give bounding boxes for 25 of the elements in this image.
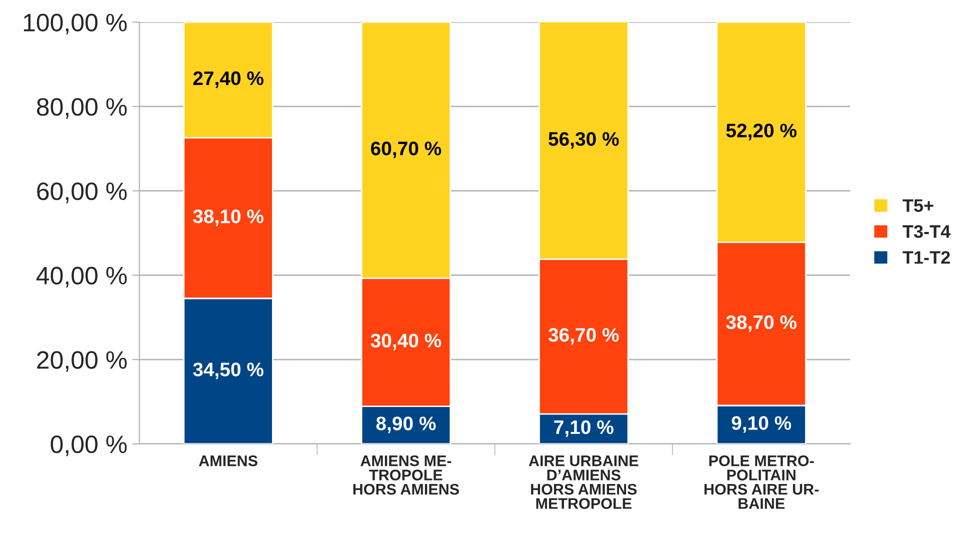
data-label: 38,70 % — [726, 315, 797, 332]
data-label: 27,40 % — [193, 71, 264, 88]
data-label: 52,20 % — [726, 124, 797, 140]
y-tick-label: 100,00 % — [24, 14, 127, 34]
data-label: 56,30 % — [548, 132, 619, 149]
legend-label: T3-T4 — [902, 225, 951, 238]
x-tick-label: POLE METRO- POLITAIN HORS AIRE UR- BAINE — [704, 455, 819, 509]
data-label: 8,90 % — [376, 416, 436, 434]
data-label: 34,50 % — [193, 362, 264, 380]
x-tick-label: AMIENS — [198, 455, 258, 466]
x-tick-label: AIRE URBAINE D’AMIENS HORS AMIENS METROPOLE — [528, 456, 638, 509]
data-label: 60,70 % — [371, 142, 442, 158]
data-label: 36,70 % — [548, 328, 619, 345]
data-label: 38,10 % — [193, 209, 264, 226]
y-tick-label: 40,00 % — [36, 266, 127, 288]
y-tick-label: 20,00 % — [37, 351, 127, 372]
data-label: 9,10 % — [732, 416, 792, 433]
y-tick-label: 80,00 % — [36, 98, 127, 119]
x-tick-label: AMIENS ME- TROPOLE HORS AMIENS — [353, 455, 459, 495]
y-tick-label: 0,00 % — [50, 435, 127, 456]
legend-label: T5+ — [902, 199, 934, 212]
legend-label: T1-T2 — [902, 251, 950, 264]
y-tick-label: 60,00 % — [37, 182, 127, 204]
data-label: 30,40 % — [370, 334, 442, 350]
data-label: 7,10 % — [554, 420, 614, 437]
